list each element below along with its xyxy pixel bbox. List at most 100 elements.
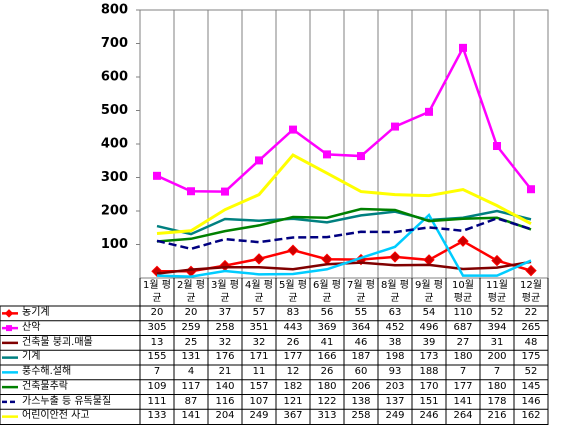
table-value: 110 [453,307,473,318]
data-point [425,107,433,116]
data-point [287,244,299,256]
legend-marker [4,309,14,318]
table-value: 140 [215,380,235,392]
y-tick-label: 100 [101,237,128,252]
data-point [391,122,399,131]
table-value: 173 [419,351,439,363]
table-value: 63 [388,307,402,318]
category-label: 7월 평균 [347,280,375,304]
series-line [156,44,532,193]
legend-label: 산악 [22,321,41,333]
table-value: 151 [419,395,439,407]
table-value: 111 [147,395,167,407]
table-value: 188 [419,366,439,377]
table-value: 116 [215,395,235,407]
data-point [255,156,263,165]
y-tick-label: 800 [101,3,128,18]
table-value: 178 [487,395,507,407]
category-label: 3월 평균 [211,280,239,304]
table-value: 145 [521,380,541,392]
category-label: 10월 평균 [452,280,474,304]
table-value: 121 [283,395,303,407]
y-tick-label: 600 [101,70,128,85]
table-value: 109 [147,380,167,392]
legend-label: 가스누출 등 유독물질 [22,395,112,407]
y-tick-label: 200 [101,204,128,219]
table-value: 93 [388,366,402,377]
legend-label: 건축물추락 [22,380,68,392]
data-point [289,125,297,134]
table-value: 107 [249,395,269,407]
table-value: 38 [388,336,402,348]
table-value: 60 [354,366,368,377]
table-value: 4 [187,366,195,377]
table-value: 27 [456,336,470,348]
table-value: 216 [487,410,507,422]
data-point [527,185,535,194]
data-point [525,264,537,277]
category-label: 2월 평균 [177,280,205,304]
table-value: 367 [283,410,303,422]
table-value: 265 [521,321,541,333]
table-value: 443 [283,321,303,333]
legend-label: 기계 [22,351,41,363]
table-value: 31 [490,336,504,348]
table-value: 26 [286,336,300,348]
table-value: 7 [459,366,467,377]
table-value: 21 [218,366,232,377]
table-value: 177 [283,351,303,363]
table-value: 48 [524,336,538,348]
table-value: 166 [317,351,337,363]
data-point [323,150,331,159]
table-value: 117 [181,380,201,392]
data-point [221,187,229,196]
y-tick-label: 700 [101,36,128,51]
table-value: 258 [351,410,371,422]
data-point [153,171,161,180]
category-label: 1월 평균 [143,280,171,304]
legend-label: 농기계 [22,307,50,318]
table-value: 141 [453,395,473,407]
table-value: 351 [249,321,269,333]
table-value: 200 [487,351,507,363]
y-tick-label: 500 [101,103,128,118]
table-value: 20 [150,307,164,318]
series-line [156,207,532,243]
table-value: 198 [385,351,405,363]
series-line [156,217,532,251]
y-tick-label: 300 [101,170,128,185]
data-point [187,187,195,196]
table-value: 258 [215,321,235,333]
table-value: 20 [184,307,198,318]
table-value: 55 [354,307,368,318]
legend-marker [6,325,12,332]
table-value: 7 [493,366,501,377]
series-line [156,213,532,278]
table-value: 7 [153,366,161,377]
legend-label: 건축물 붕괴.매몰 [22,336,93,348]
table-value: 249 [385,410,405,422]
table-value: 39 [422,336,436,348]
table-value: 131 [181,351,201,363]
table-value: 305 [147,321,167,333]
category-label: 5월 평균 [279,280,307,304]
table-value: 122 [317,395,337,407]
legend-label: 풍수해.설해 [22,366,72,377]
data-point [493,142,501,151]
table-value: 204 [215,410,235,422]
table-value: 177 [453,380,473,392]
table-value: 162 [521,410,541,422]
table-value: 364 [351,321,371,333]
table-value: 146 [521,395,541,407]
table-value: 133 [147,410,167,422]
table-value: 180 [453,351,473,363]
table-value: 452 [385,321,405,333]
category-label: 9월 평균 [415,280,443,304]
table-value: 22 [524,307,538,318]
table-value: 26 [320,366,334,377]
table-value: 54 [422,307,436,318]
table-value: 41 [320,336,334,348]
table-value: 141 [181,410,201,422]
